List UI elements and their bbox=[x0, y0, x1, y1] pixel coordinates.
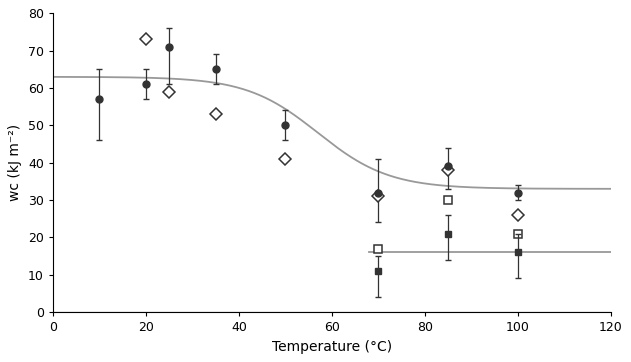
Y-axis label: wᴄ (kJ m⁻²): wᴄ (kJ m⁻²) bbox=[8, 124, 22, 201]
X-axis label: Temperature (°C): Temperature (°C) bbox=[272, 340, 392, 354]
